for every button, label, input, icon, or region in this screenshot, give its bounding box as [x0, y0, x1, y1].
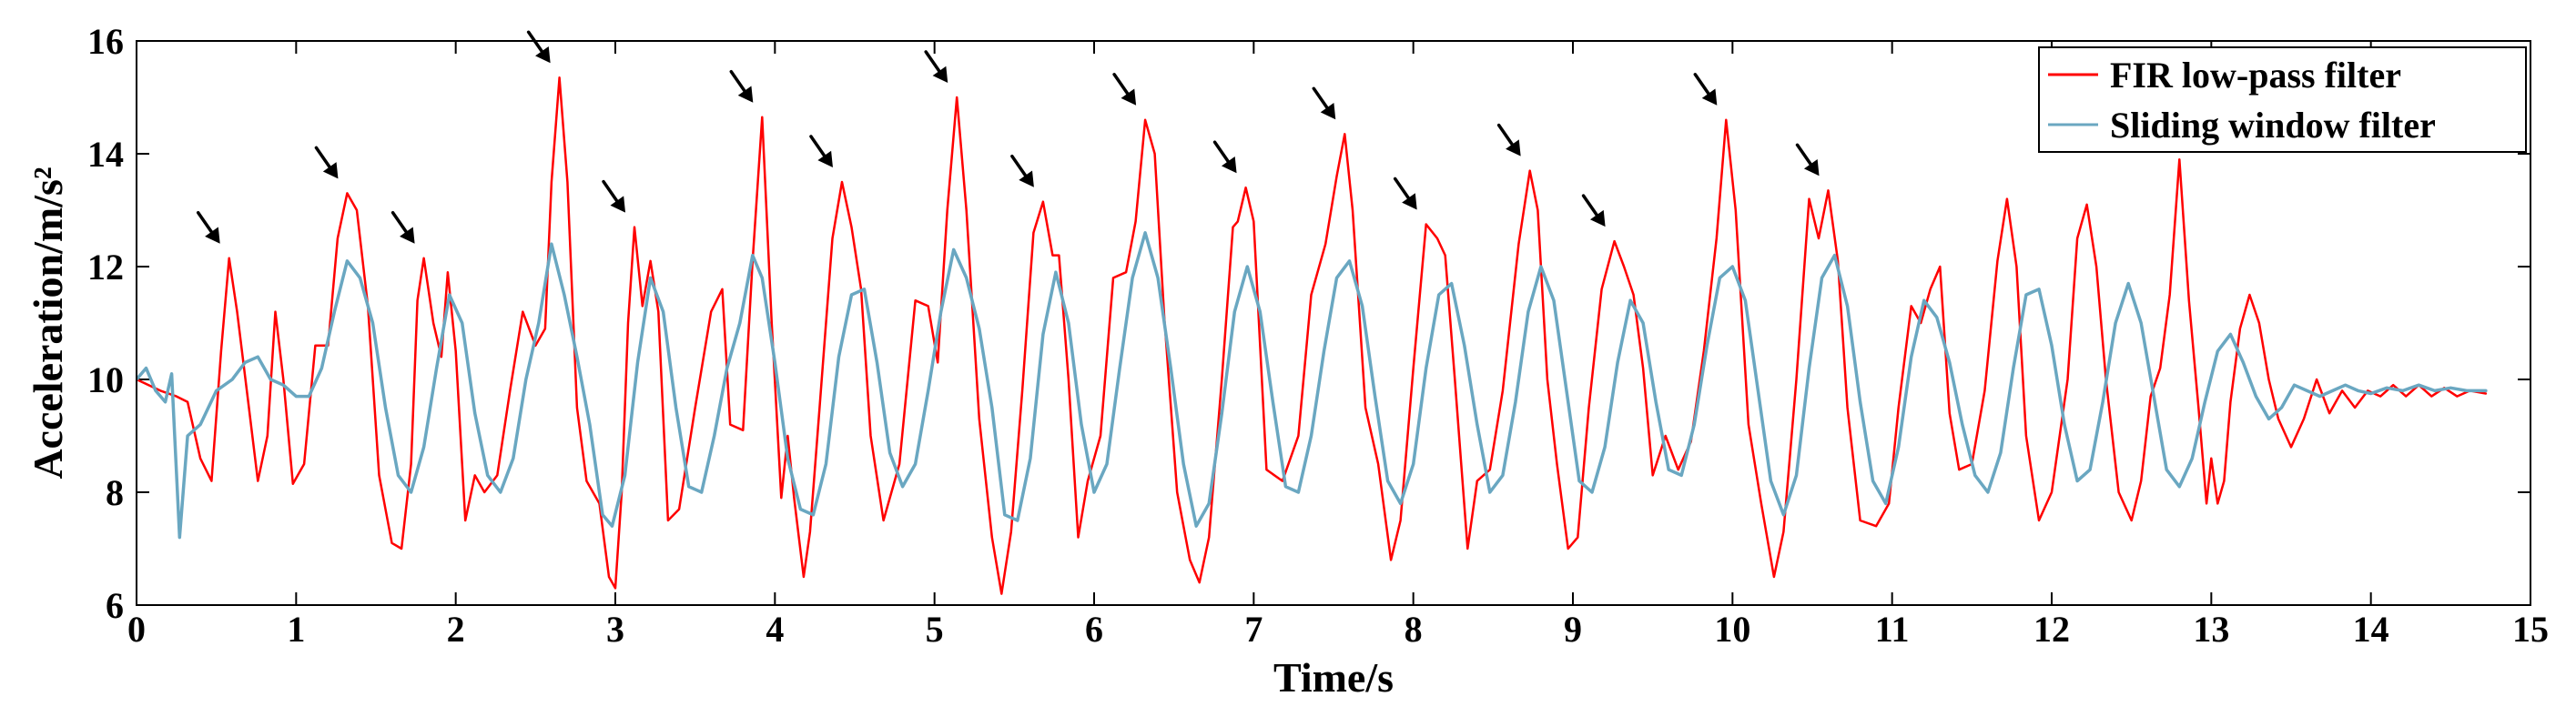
peak-arrow — [924, 50, 948, 83]
x-tick-label: 2 — [447, 609, 465, 650]
x-tick-label: 11 — [1875, 609, 1910, 650]
peak-arrow — [1393, 177, 1417, 210]
y-tick-label: 8 — [106, 472, 124, 513]
legend: FIR low-pass filter Sliding window filte… — [2038, 46, 2527, 153]
legend-box — [2038, 46, 2527, 153]
y-tick-label: 12 — [87, 247, 124, 288]
x-tick-label: 6 — [1085, 609, 1103, 650]
x-tick-label: 10 — [1714, 609, 1750, 650]
series-line-sliding — [137, 231, 2488, 540]
x-tick-label: 12 — [2033, 609, 2070, 650]
x-tick-label: 3 — [606, 609, 624, 650]
peak-arrow — [602, 179, 626, 213]
y-tick-label: 14 — [87, 134, 124, 175]
y-tick-label: 10 — [87, 359, 124, 400]
peak-arrow — [729, 69, 754, 103]
peak-arrow — [1212, 140, 1237, 174]
x-tick-label: 8 — [1405, 609, 1423, 650]
y-axis-title: Acceleration/m/s² — [25, 167, 71, 479]
peak-arrow — [196, 210, 220, 244]
x-tick-label: 13 — [2193, 609, 2229, 650]
x-tick-label: 15 — [2512, 609, 2549, 650]
peak-arrow — [1693, 73, 1718, 106]
x-axis-title: Time/s — [1273, 654, 1394, 701]
peak-arrow — [1795, 143, 1820, 177]
peak-arrow — [1010, 154, 1034, 187]
x-tick-label: 5 — [926, 609, 944, 650]
peak-arrow — [1112, 73, 1137, 106]
x-tick-label: 1 — [287, 609, 305, 650]
peak-arrow — [526, 30, 551, 64]
x-tick-label: 4 — [766, 609, 784, 650]
peak-arrow — [1581, 194, 1606, 227]
x-tick-label: 9 — [1564, 609, 1582, 650]
series-line-fir — [137, 76, 2488, 595]
peak-arrow — [314, 146, 339, 179]
x-tick-label: 14 — [2353, 609, 2389, 650]
peak-arrow — [1312, 86, 1336, 120]
legend-label-fir: FIR low-pass filter — [2110, 55, 2401, 96]
x-tick-label: 0 — [127, 609, 146, 650]
peak-arrow — [809, 135, 833, 167]
y-tick-label: 16 — [87, 21, 124, 62]
peak-arrow — [1496, 123, 1521, 157]
x-tick-label: 7 — [1244, 609, 1263, 650]
legend-label-sliding: Sliding window filter — [2110, 105, 2436, 146]
plot-frame — [136, 40, 2531, 606]
peak-arrow — [390, 210, 415, 244]
y-tick-label: 6 — [106, 585, 124, 626]
